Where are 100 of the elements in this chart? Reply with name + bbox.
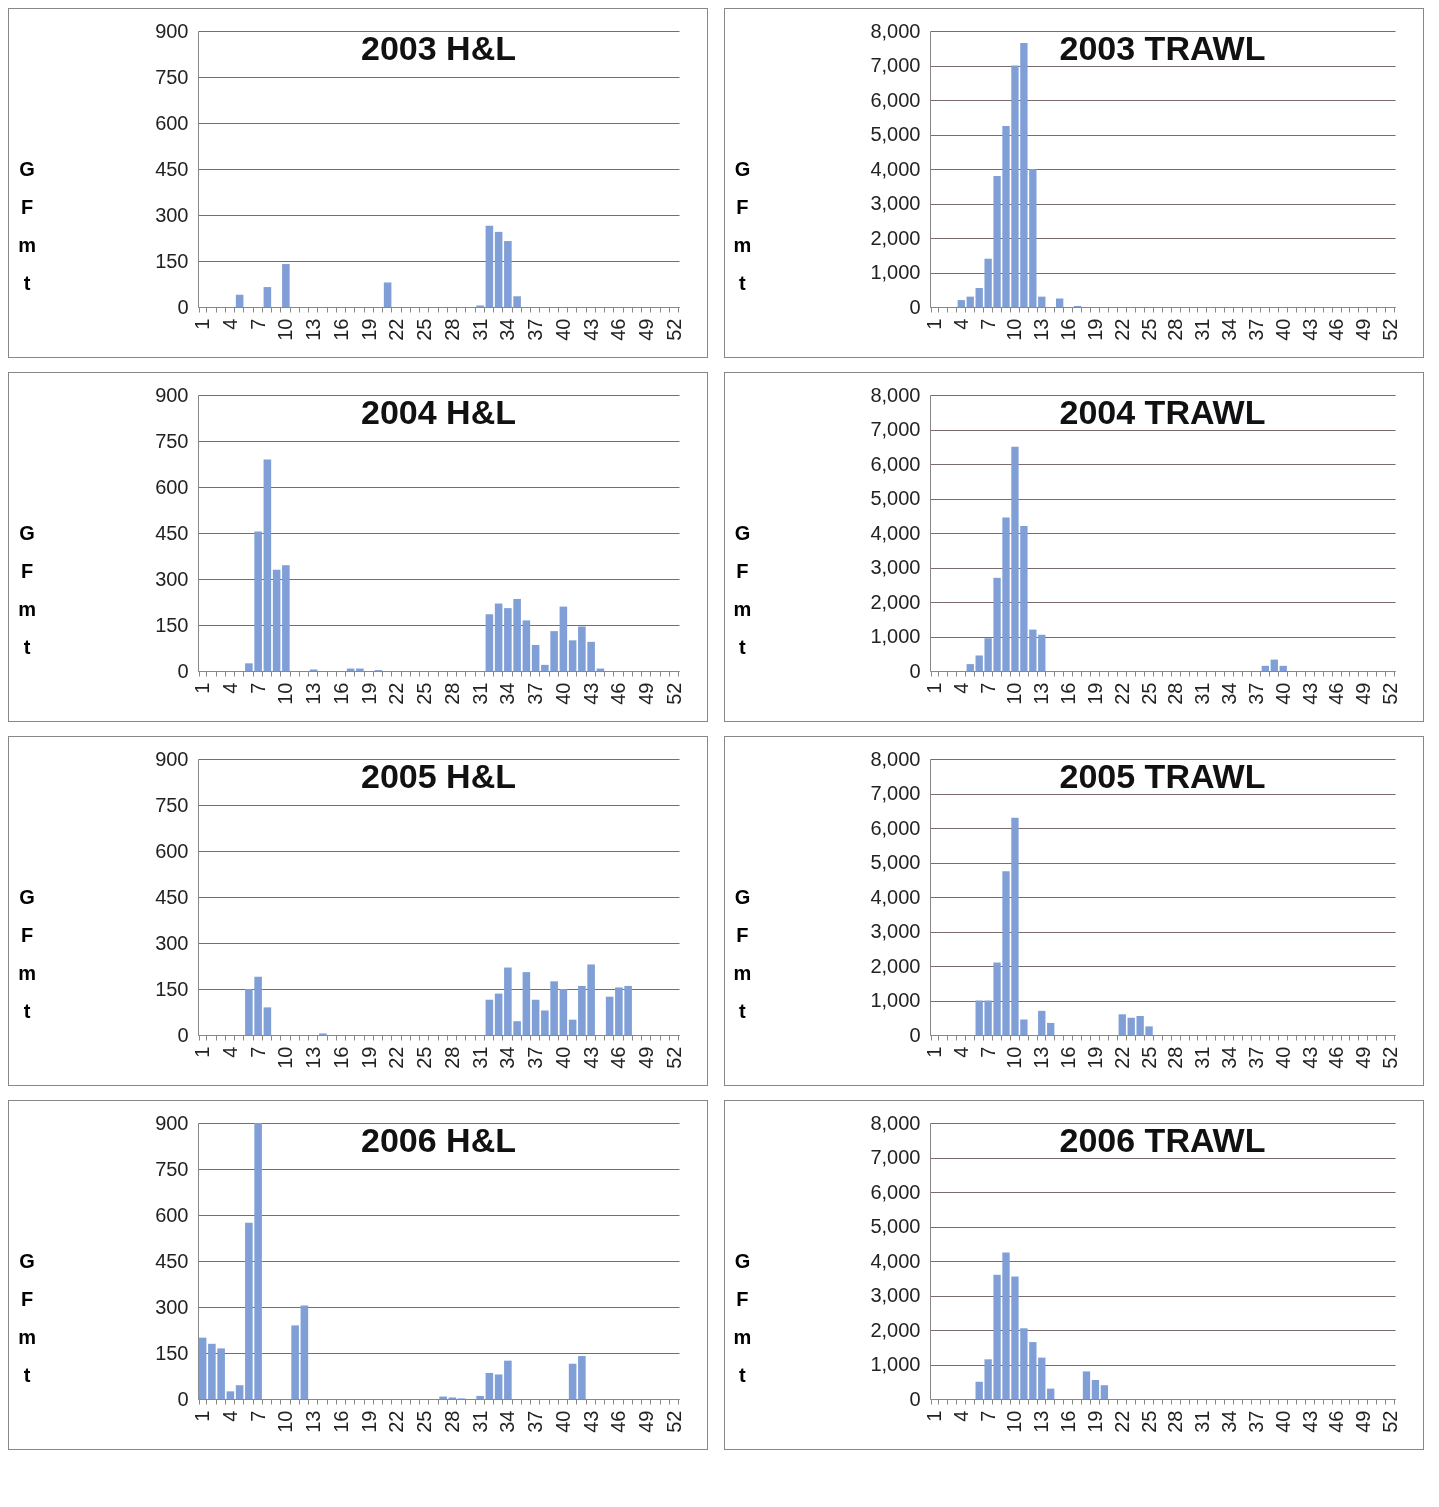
x-tick-label: 37 — [524, 682, 547, 705]
x-tick-label: 40 — [1271, 682, 1294, 705]
x-tick-label: 40 — [1271, 1410, 1294, 1433]
bar — [282, 565, 290, 671]
x-tick-label: 4 — [949, 318, 972, 330]
y-tick-label: 450 — [155, 521, 189, 544]
bar — [272, 569, 281, 671]
bar — [559, 606, 568, 671]
x-tick-label: 7 — [246, 1046, 269, 1058]
x-tick-label: 22 — [385, 1410, 408, 1433]
x-tick-label: 19 — [357, 1046, 380, 1069]
x-tick-label: 37 — [524, 1410, 547, 1433]
x-tick-label: 28 — [1164, 682, 1187, 705]
x-tick-label: 37 — [524, 1046, 547, 1069]
x-tick-label: 37 — [1244, 1046, 1267, 1069]
x-tick-label: 34 — [496, 682, 519, 705]
x-tick-label: 43 — [1298, 1046, 1321, 1069]
y-axis-title: G F m t — [733, 1249, 752, 1386]
bar — [1047, 1022, 1055, 1035]
chart-title: 2004 H&L — [361, 393, 516, 431]
x-tick-label: 19 — [1083, 1046, 1106, 1069]
bar — [485, 225, 494, 307]
y-tick-label: 150 — [155, 249, 189, 272]
x-tick-label: 10 — [1003, 1410, 1026, 1433]
bar — [1056, 298, 1064, 307]
x-tick-label: 19 — [1083, 1410, 1106, 1433]
y-tick-label: 1,000 — [870, 625, 921, 647]
x-tick-label: 52 — [662, 1410, 685, 1433]
x-tick-label: 43 — [579, 318, 602, 341]
x-tick-label: 52 — [662, 318, 685, 341]
y-tick-label: 300 — [155, 931, 189, 954]
bar — [605, 996, 614, 1035]
x-tick-label: 46 — [607, 318, 630, 341]
y-tick-label: 5,000 — [870, 1215, 921, 1237]
x-tick-label: 46 — [607, 1046, 630, 1069]
x-tick-label: 10 — [274, 318, 297, 341]
x-tick-label: 49 — [635, 1046, 658, 1069]
x-tick-label: 16 — [1057, 682, 1080, 705]
bar — [568, 1363, 577, 1399]
bar — [263, 1007, 272, 1035]
x-tick-label: 34 — [1218, 1410, 1241, 1433]
y-tick-label: 900 — [155, 1111, 189, 1134]
x-tick-label: 49 — [1352, 682, 1375, 705]
x-tick-label: 46 — [1325, 1046, 1348, 1069]
x-tick-label: 7 — [976, 1046, 999, 1058]
x-tick-label: 16 — [1057, 1410, 1080, 1433]
x-tick-label: 19 — [357, 1410, 380, 1433]
y-tick-label: 6,000 — [870, 452, 921, 475]
x-tick-label: 10 — [274, 1410, 297, 1433]
bar — [383, 282, 392, 307]
x-tick-label: 40 — [551, 1046, 574, 1069]
x-tick-label: 49 — [1352, 1046, 1375, 1069]
y-tick-label: 0 — [177, 659, 189, 682]
x-tick-label: 16 — [1057, 1046, 1080, 1069]
y-tick-label: 1,000 — [870, 1353, 921, 1375]
bar — [263, 459, 272, 671]
y-tick-label: 4,000 — [870, 885, 921, 908]
bar — [235, 294, 244, 307]
x-tick-label: 31 — [1191, 682, 1214, 705]
x-tick-label: 28 — [440, 318, 463, 341]
bar — [494, 231, 503, 307]
x-tick-label: 40 — [551, 1410, 574, 1433]
x-tick-label: 34 — [496, 318, 519, 341]
bar — [494, 1374, 503, 1399]
x-tick-label: 19 — [1083, 318, 1106, 341]
x-tick-label: 7 — [246, 682, 269, 694]
x-tick-label: 4 — [218, 318, 241, 330]
y-tick-label: 5,000 — [870, 487, 921, 509]
x-tick-label: 49 — [1352, 318, 1375, 341]
x-tick-label: 22 — [1110, 1046, 1133, 1069]
x-tick-label: 19 — [1083, 682, 1106, 705]
y-tick-label: 150 — [155, 977, 189, 1000]
x-tick-label: 34 — [496, 1410, 519, 1433]
x-tick-label: 13 — [1030, 682, 1053, 705]
x-tick-label: 49 — [635, 682, 658, 705]
x-tick-label: 25 — [1137, 318, 1160, 341]
x-tick-label: 46 — [1325, 1410, 1348, 1433]
x-tick-label: 46 — [1325, 318, 1348, 341]
x-tick-label: 25 — [413, 318, 436, 341]
x-tick-label: 1 — [191, 1046, 214, 1058]
y-tick-label: 2,000 — [870, 1318, 921, 1341]
x-tick-label: 40 — [551, 682, 574, 705]
x-tick-label: 4 — [218, 682, 241, 694]
x-tick-label: 28 — [440, 682, 463, 705]
x-tick-label: 43 — [579, 1046, 602, 1069]
x-tick-label: 22 — [385, 1046, 408, 1069]
y-tick-label: 450 — [155, 157, 189, 180]
chart-title: 2003 TRAWL — [1059, 29, 1266, 67]
bar — [966, 296, 974, 307]
x-tick-label: 19 — [357, 318, 380, 341]
y-tick-label: 300 — [155, 203, 189, 226]
y-tick-label: 3,000 — [870, 192, 921, 214]
bar — [494, 993, 503, 1035]
chart-title: 2006 H&L — [361, 1121, 516, 1159]
chart-title: 2004 TRAWL — [1059, 393, 1266, 431]
x-tick-label: 31 — [468, 682, 491, 705]
x-tick-label: 16 — [1057, 318, 1080, 341]
bar — [1118, 1014, 1126, 1035]
y-tick-label: 150 — [155, 613, 189, 636]
x-tick-label: 49 — [1352, 1410, 1375, 1433]
